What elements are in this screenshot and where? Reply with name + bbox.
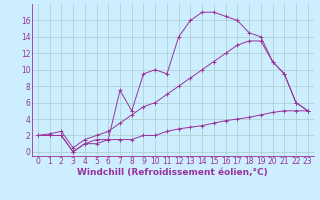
X-axis label: Windchill (Refroidissement éolien,°C): Windchill (Refroidissement éolien,°C) (77, 168, 268, 177)
